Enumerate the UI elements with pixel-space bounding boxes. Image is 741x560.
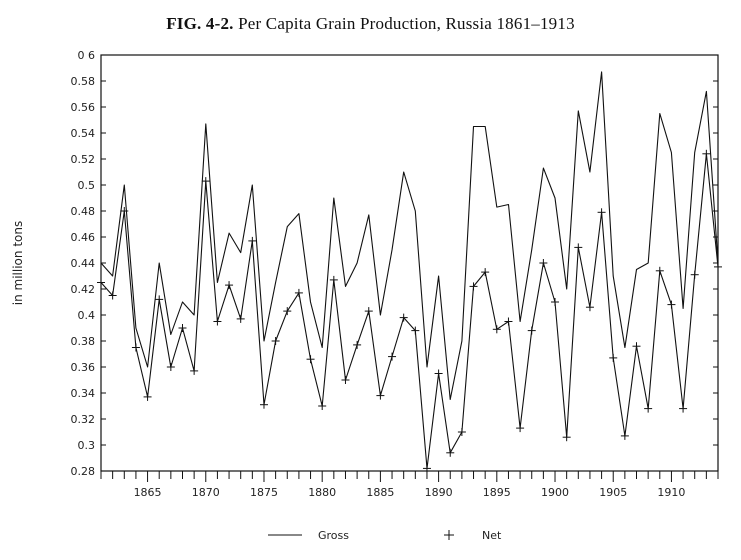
y-tick-label: 0.56 bbox=[71, 101, 96, 114]
net-point-marker bbox=[504, 317, 513, 326]
net-point-marker bbox=[388, 352, 397, 361]
net-point-marker bbox=[655, 266, 664, 275]
x-tick-label: 1905 bbox=[599, 486, 627, 499]
y-tick-label: 0.44 bbox=[71, 257, 96, 270]
y-tick-label: 0.36 bbox=[71, 361, 96, 374]
plot-frame bbox=[100, 54, 719, 472]
net-point-marker bbox=[283, 307, 292, 316]
net-point-marker bbox=[620, 431, 629, 440]
net-point-marker bbox=[225, 281, 234, 290]
net-point-marker bbox=[143, 392, 152, 401]
y-tick-label: 0.5 bbox=[78, 179, 96, 192]
net-point-marker bbox=[108, 291, 117, 300]
net-point-marker bbox=[120, 207, 129, 215]
x-tick-label: 1885 bbox=[366, 486, 394, 499]
net-point-marker bbox=[632, 342, 641, 351]
y-tick-label: 0.32 bbox=[71, 413, 96, 426]
net-point-marker bbox=[690, 270, 699, 279]
net-point-marker bbox=[551, 298, 560, 306]
y-tick-label: 0.42 bbox=[71, 283, 96, 296]
net-point-marker bbox=[259, 400, 268, 409]
net-point-marker bbox=[329, 275, 338, 284]
net-point-marker bbox=[178, 324, 187, 332]
net-point-marker bbox=[271, 337, 280, 345]
net-point-marker bbox=[469, 282, 478, 291]
net-point-marker bbox=[574, 243, 583, 252]
figure-caption: Per Capita Grain Production, Russia 1861… bbox=[238, 14, 575, 33]
y-tick-label: 0.3 bbox=[78, 439, 96, 452]
y-tick-label: 0.34 bbox=[71, 387, 96, 400]
net-point-marker bbox=[562, 433, 571, 442]
x-tick-label: 1895 bbox=[483, 486, 511, 499]
y-tick-label: 0.58 bbox=[71, 75, 96, 88]
net-point-marker bbox=[667, 300, 676, 309]
net-point-marker bbox=[236, 314, 245, 323]
net-point-marker bbox=[399, 313, 408, 322]
x-tick-label: 1875 bbox=[250, 486, 278, 499]
net-point-marker bbox=[341, 376, 350, 384]
net-point-marker bbox=[318, 402, 327, 410]
net-point-marker bbox=[213, 317, 222, 326]
x-tick-label: 1870 bbox=[192, 486, 220, 499]
net-point-marker bbox=[481, 268, 490, 277]
x-tick-label: 1900 bbox=[541, 486, 569, 499]
x-tick-label: 1880 bbox=[308, 486, 336, 499]
y-tick-label: 0.46 bbox=[71, 231, 96, 244]
net-point-marker bbox=[353, 340, 362, 349]
y-tick-label: 0.38 bbox=[71, 335, 96, 348]
y-tick-label: 0.48 bbox=[71, 205, 96, 218]
net-point-marker bbox=[457, 428, 466, 436]
net-point-marker bbox=[446, 448, 455, 457]
net-point-marker bbox=[201, 177, 210, 186]
net-point-marker bbox=[516, 424, 525, 433]
net-point-marker bbox=[644, 404, 653, 413]
legend-net-label: Net bbox=[482, 529, 502, 542]
net-point-marker bbox=[597, 208, 606, 217]
y-tick-label: 0 6 bbox=[78, 49, 96, 62]
net-point-marker bbox=[585, 303, 594, 312]
net-point-marker bbox=[376, 391, 385, 400]
figure-label: FIG. 4-2. bbox=[166, 14, 234, 33]
legend-net-swatch bbox=[444, 530, 454, 540]
net-point-marker bbox=[248, 236, 257, 245]
y-axis-label: in million tons bbox=[11, 221, 25, 305]
net-point-marker bbox=[131, 343, 140, 352]
net-point-marker bbox=[527, 326, 536, 335]
net-point-marker bbox=[434, 369, 443, 378]
legend-gross-label: Gross bbox=[318, 529, 349, 542]
net-point-marker bbox=[306, 355, 315, 364]
y-tick-label: 0.52 bbox=[71, 153, 96, 166]
y-tick-label: 0.28 bbox=[71, 465, 96, 478]
y-tick-label: 0.54 bbox=[71, 127, 96, 140]
net-point-marker bbox=[411, 326, 420, 335]
x-tick-label: 1890 bbox=[425, 486, 453, 499]
net-point-marker bbox=[679, 404, 688, 413]
x-tick-label: 1865 bbox=[134, 486, 162, 499]
x-tick-label: 1910 bbox=[657, 486, 685, 499]
series-line-net bbox=[100, 153, 719, 469]
net-point-marker bbox=[492, 325, 501, 334]
net-point-marker bbox=[190, 366, 199, 375]
net-point-marker bbox=[166, 363, 175, 371]
net-point-marker bbox=[609, 353, 618, 362]
y-tick-label: 0.4 bbox=[78, 309, 96, 322]
net-point-marker bbox=[294, 288, 303, 297]
series-line-gross bbox=[100, 71, 719, 401]
figure-title: FIG. 4-2. Per Capita Grain Production, R… bbox=[0, 14, 741, 34]
net-point-marker bbox=[539, 259, 548, 267]
net-point-marker bbox=[364, 307, 373, 316]
net-point-marker bbox=[702, 149, 711, 158]
net-point-marker bbox=[155, 295, 164, 304]
